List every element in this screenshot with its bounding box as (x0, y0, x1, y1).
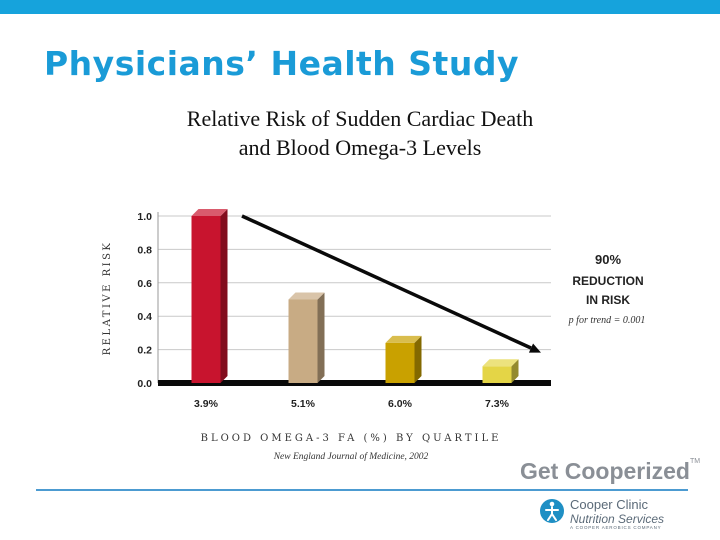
trend-line (241, 214, 532, 350)
top-accent-bar (0, 0, 720, 14)
bar-4 (482, 359, 519, 383)
bar-front (385, 342, 415, 383)
annotation-in-risk: IN RISK (586, 293, 630, 307)
trend-arrowhead (528, 343, 541, 353)
x-tick-label: 6.0% (388, 398, 413, 410)
bar-top (288, 292, 325, 300)
trend-p-value: p for trend = 0.001 (568, 315, 646, 326)
chart-bars (191, 209, 519, 383)
bar-1 (191, 209, 228, 383)
cooper-clinic-logo-icon (540, 499, 564, 523)
logo-tagline: A COOPER AEROBICS COMPANY (570, 525, 662, 530)
y-tick-label: 0.0 (137, 378, 152, 390)
y-tick-label: 1.0 (137, 211, 152, 223)
bar-side (220, 209, 228, 383)
bar-top (385, 335, 422, 343)
reduction-annotation: 90% REDUCTION IN RISK (572, 252, 643, 307)
x-tick-labels: 3.9% 5.1% 6.0% 7.3% (194, 398, 510, 410)
cooper-clinic-logo-text: Cooper Clinic Nutrition Services (570, 497, 665, 527)
bar-front (482, 366, 512, 383)
bar-2 (288, 292, 325, 383)
bar-top (191, 209, 228, 216)
bar-top (482, 359, 519, 367)
bar-3 (385, 335, 422, 383)
source-citation: New England Journal of Medicine, 2002 (273, 451, 429, 462)
y-tick-label: 0.6 (137, 278, 152, 290)
annotation-percent: 90% (595, 252, 621, 267)
x-tick-label: 3.9% (194, 398, 219, 410)
x-tick-label: 5.1% (291, 398, 316, 410)
y-tick-label: 0.2 (137, 345, 152, 357)
bar-side (317, 292, 325, 383)
y-tick-label: 0.4 (137, 311, 152, 323)
bar-front (288, 299, 318, 383)
slide-title: Physicians’ Health Study (44, 44, 519, 83)
subtitle-line-1: Relative Risk of Sudden Cardiac Death (186, 106, 534, 131)
chart-subtitle: Relative Risk of Sudden Cardiac Death an… (100, 104, 620, 162)
annotation-reduction: REDUCTION (572, 274, 643, 288)
y-tick-labels: 0.0 0.2 0.4 0.6 0.8 1.0 (137, 211, 152, 390)
bar-front (191, 216, 221, 383)
y-tick-label: 0.8 (137, 244, 152, 256)
y-axis-label: RELATIVE RISK (102, 241, 113, 356)
bar-side (511, 359, 519, 383)
footer-rule (36, 489, 688, 491)
get-cooperized-brand: Get CooperizedTM (520, 458, 701, 484)
subtitle-line-2: and Blood Omega-3 Levels (238, 135, 482, 160)
x-tick-label: 7.3% (485, 398, 510, 410)
x-axis-label: BLOOD OMEGA-3 FA (%) BY QUARTILE (201, 433, 502, 444)
bar-side (414, 335, 422, 383)
